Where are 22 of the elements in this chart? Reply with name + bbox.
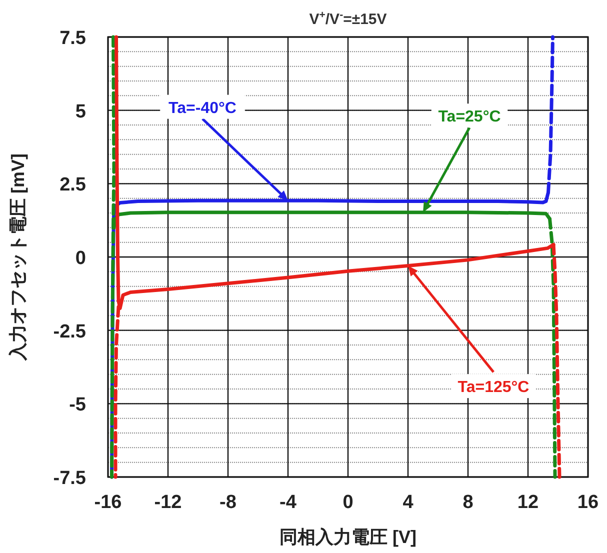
chart-title: V$^{+}$/V$^{-}$=±15V [309,9,387,28]
y-tick-label: 0 [75,248,86,269]
y-tick-label: -2.5 [53,321,86,342]
x-tick-label: 4 [402,492,414,513]
x-tick-label: -4 [280,492,297,513]
x-tick-label: 12 [517,492,539,513]
y-axis-title: 入力オフセット電圧 [mV] [8,154,28,362]
x-tick-label: 0 [342,492,354,513]
x-axis-title: 同相入力電圧 [V] [280,527,416,547]
y-tick-label: 2.5 [60,174,86,196]
y-tick-label: -5 [69,394,86,416]
x-tick-label: -8 [220,492,236,513]
y-tick-label: -7.5 [53,468,86,489]
y-tick-label: 7.5 [60,28,86,49]
annotation: Ta=-40°C [168,100,237,117]
x-tick-label: -12 [154,492,182,513]
annotation: Ta=125°C [458,379,530,396]
x-tick-label: 16 [577,492,599,513]
x-tick-label: -16 [94,492,122,513]
x-tick-label: 8 [462,492,474,513]
annotation: Ta=25°C [438,108,502,126]
y-tick-label: 5 [75,101,86,122]
